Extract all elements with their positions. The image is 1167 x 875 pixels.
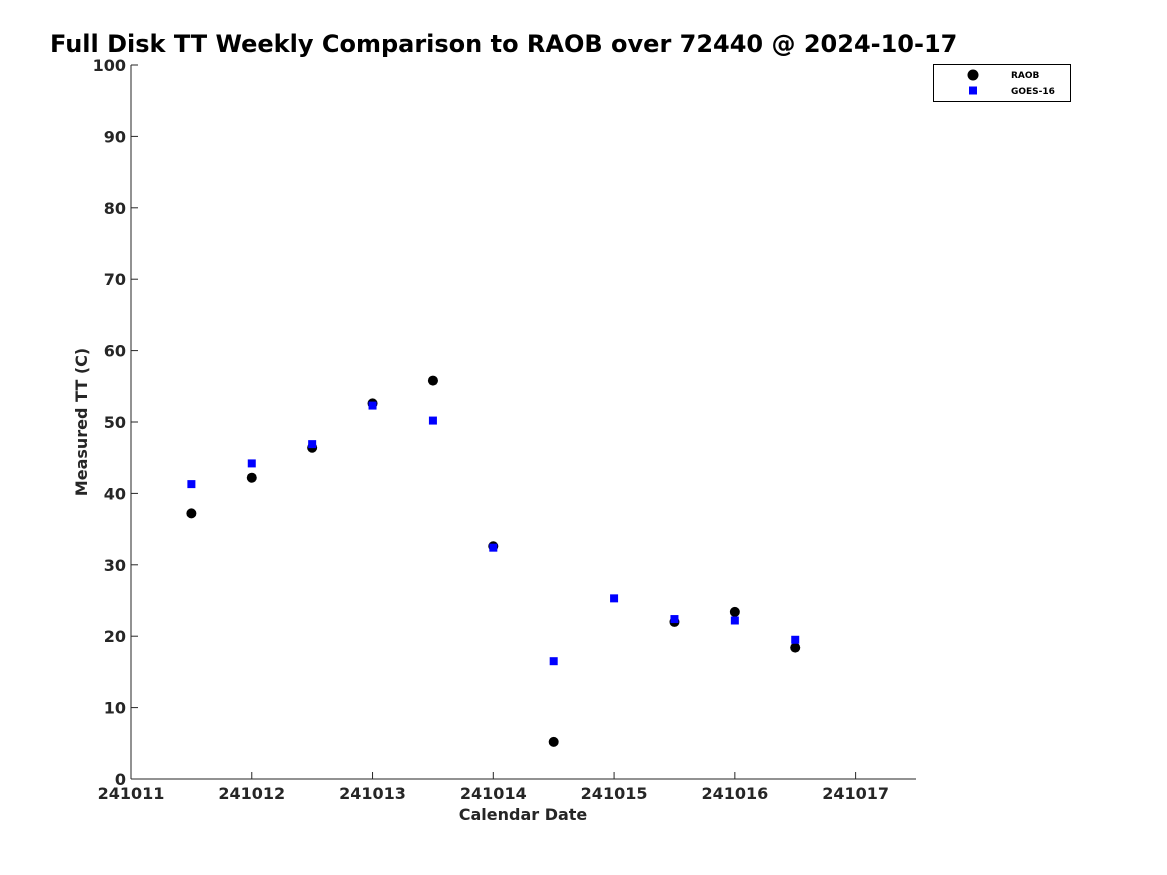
goes16-point [549,657,558,666]
goes16-point [368,401,377,410]
x-tick-label: 241011 [98,784,165,803]
y-tick-label: 80 [104,199,126,218]
x-tick-label: 241016 [701,784,768,803]
raob-point [246,472,257,483]
x-tick-label: 241015 [581,784,648,803]
y-tick-label: 90 [104,127,126,146]
y-tick-label: 0 [115,770,126,789]
legend-box [933,64,1071,102]
raob-point [729,606,740,617]
raob-point [790,642,801,653]
raob-point [427,375,438,386]
goes16-point [489,543,498,552]
x-tick-label: 241012 [218,784,285,803]
y-tick-label: 40 [104,484,126,503]
y-tick-label: 100 [93,56,126,75]
y-tick-label: 50 [104,413,126,432]
y-ticks: 0 10 20 30 40 50 60 70 80 90 100 [93,56,138,789]
x-tick-label: 241014 [460,784,527,803]
goes16-point [730,616,739,625]
x-ticks: 241011 241012 241013 241014 241015 241016 2410… [98,772,889,803]
goes16-point [187,480,196,489]
raob-point [548,736,559,747]
goes16-point [610,594,619,603]
y-tick-label: 60 [104,342,126,361]
raob-point [186,508,197,519]
legend-goes16-marker [969,86,977,95]
goes16-point [308,440,317,449]
x-axis-label: Calendar Date [459,805,588,824]
x-tick-label: 241017 [822,784,889,803]
y-tick-label: 30 [104,556,126,575]
legend-raob-label: RAOB [1011,71,1040,81]
goes16-point [428,416,437,425]
legend-raob-marker [967,69,979,81]
chart-title: Full Disk TT Weekly Comparison to RAOB o… [50,30,957,58]
y-tick-label: 10 [104,699,126,718]
x-tick-label: 241013 [339,784,406,803]
goes16-point [791,635,800,644]
legend: RAOB GOES-16 [933,64,1071,102]
data-points [186,375,801,747]
y-tick-label: 20 [104,627,126,646]
y-tick-label: 70 [104,270,126,289]
goes16-point [247,459,256,468]
goes16-point [670,615,679,624]
y-axis-label: Measured TT (C) [72,348,91,496]
legend-goes16-label: GOES-16 [1011,87,1055,97]
